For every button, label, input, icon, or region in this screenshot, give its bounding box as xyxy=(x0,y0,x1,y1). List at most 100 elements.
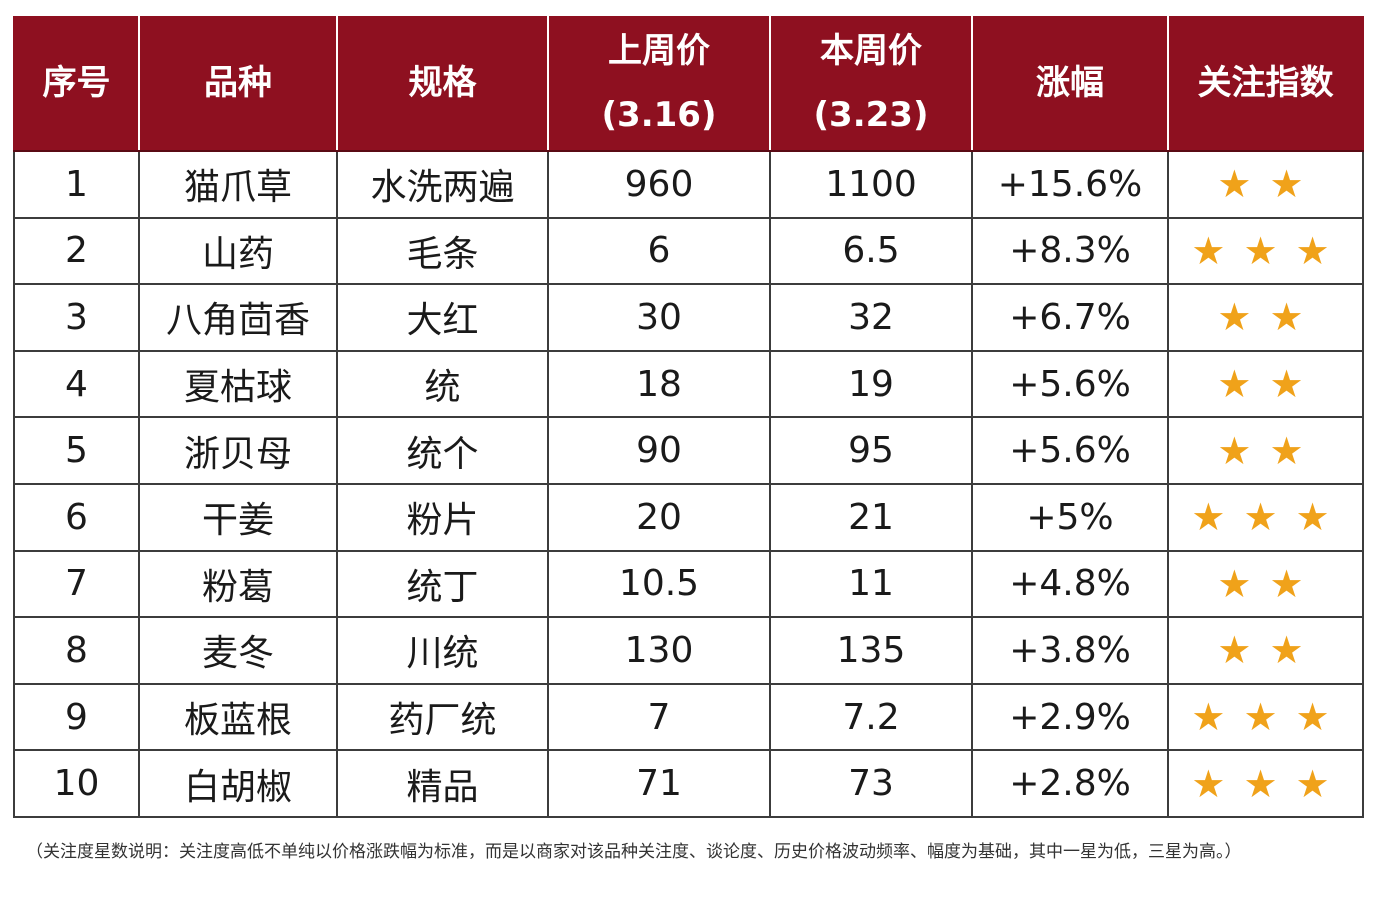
header-this-week-date: (3.23) xyxy=(813,95,929,135)
header-attention: 关注指数 xyxy=(1167,16,1364,152)
table-row: 2 山药 毛条 6 6.5 +8.3% ★ ★ ★ xyxy=(13,216,1364,286)
cell-this-week-price: 73 xyxy=(769,749,973,818)
star-icon: ★ xyxy=(1191,695,1236,740)
table-row: 3 八角茴香 大红 30 32 +6.7% ★ ★ xyxy=(13,283,1364,352)
header-spec: 规格 xyxy=(336,16,549,152)
table-row: 5 浙贝母 统个 90 95 +5.6% ★ ★ xyxy=(13,416,1364,485)
star-icon: ★ xyxy=(1191,228,1236,273)
cell-index: 7 xyxy=(13,549,140,619)
cell-last-week-price: 71 xyxy=(547,749,771,818)
star-icon: ★ xyxy=(1295,695,1340,740)
star-icon: ★ xyxy=(1217,295,1262,340)
cell-variety: 白胡椒 xyxy=(138,749,338,818)
cell-attention-stars: ★ ★ xyxy=(1167,283,1364,352)
star-icon: ★ xyxy=(1243,695,1288,740)
price-table: 序号 品种 规格 上周价 (3.16) 本周价 (3.23) 涨幅 关注指数 1… xyxy=(13,16,1364,818)
cell-change: +2.9% xyxy=(971,682,1169,752)
header-change-label: 涨幅 xyxy=(1036,63,1104,103)
table-row: 9 板蓝根 药厂统 7 7.2 +2.9% ★ ★ ★ xyxy=(13,682,1364,752)
table-row: 10 白胡椒 精品 71 73 +2.8% ★ ★ ★ xyxy=(13,749,1364,818)
star-icon: ★ xyxy=(1217,628,1262,673)
header-last-week-price: 上周价 (3.16) xyxy=(547,16,771,152)
table-row: 4 夏枯球统 18 19 +5.6% ★ ★ xyxy=(13,349,1364,419)
header-last-week-label: 上周价 xyxy=(608,31,710,71)
cell-variety: 麦冬 xyxy=(138,616,338,685)
cell-variety: 夏枯球 xyxy=(138,349,338,419)
star-icon: ★ xyxy=(1217,561,1262,606)
cell-change: +15.6% xyxy=(971,150,1169,219)
table-row: 6 干姜 粉片 20 21 +5% ★ ★ ★ xyxy=(13,482,1364,552)
cell-variety: 猫爪草 xyxy=(138,150,338,219)
star-icon: ★ xyxy=(1269,561,1314,606)
header-variety: 品种 xyxy=(138,16,338,152)
star-icon: ★ xyxy=(1191,495,1236,540)
header-index: 序号 xyxy=(13,16,140,152)
header-row: 序号 品种 规格 上周价 (3.16) 本周价 (3.23) 涨幅 关注指数 xyxy=(13,16,1364,152)
cell-index: 3 xyxy=(13,283,140,352)
header-this-week-label: 本周价 xyxy=(820,31,922,71)
cell-this-week-price: 11 xyxy=(769,549,973,619)
header-this-week-price: 本周价 (3.23) xyxy=(769,16,973,152)
cell-this-week-price: 32 xyxy=(769,283,973,352)
star-icon: ★ xyxy=(1295,495,1340,540)
cell-change: +4.8% xyxy=(971,549,1169,619)
cell-spec: 精品 xyxy=(336,749,549,818)
cell-last-week-price: 20 xyxy=(547,482,771,552)
cell-change: +5.6% xyxy=(971,349,1169,419)
header-index-label: 序号 xyxy=(42,63,111,103)
cell-spec: 药厂统 xyxy=(336,682,549,752)
cell-this-week-price: 95 xyxy=(769,416,973,485)
cell-last-week-price: 6 xyxy=(547,216,771,286)
cell-this-week-price: 21 xyxy=(769,482,973,552)
cell-attention-stars: ★ ★ xyxy=(1167,416,1364,485)
star-icon: ★ xyxy=(1191,761,1236,806)
star-icon: ★ xyxy=(1217,428,1262,473)
header-variety-label: 品种 xyxy=(204,63,272,103)
cell-attention-stars: ★ ★ ★ xyxy=(1167,749,1364,818)
cell-this-week-price: 6.5 xyxy=(769,216,973,286)
cell-last-week-price: 30 xyxy=(547,283,771,352)
cell-attention-stars: ★ ★ xyxy=(1167,349,1364,419)
cell-index: 5 xyxy=(13,416,140,485)
cell-last-week-price: 130 xyxy=(547,616,771,685)
cell-change: +3.8% xyxy=(971,616,1169,685)
table-body: 1 猫爪草 水洗两遍 960 1100 +15.6% ★ ★ 2 山药 毛条 6 6.5 +8.3% ★ ★ ★… xyxy=(13,150,1364,818)
cell-index: 8 xyxy=(13,616,140,685)
cell-attention-stars: ★ ★ ★ xyxy=(1167,682,1364,752)
header-attention-label: 关注指数 xyxy=(1197,63,1334,103)
cell-attention-stars: ★ ★ xyxy=(1167,549,1364,619)
cell-attention-stars: ★ ★ ★ xyxy=(1167,482,1364,552)
cell-this-week-price: 1100 xyxy=(769,150,973,219)
table-row: 1 猫爪草 水洗两遍 960 1100 +15.6% ★ ★ xyxy=(13,150,1364,219)
cell-attention-stars: ★ ★ xyxy=(1167,150,1364,219)
cell-change: +2.8% xyxy=(971,749,1169,818)
footnote: （关注度星数说明：关注度高低不单纯以价格涨跌幅为标准，而是以商家对该品种关注度、… xyxy=(26,842,1242,862)
cell-last-week-price: 18 xyxy=(547,349,771,419)
cell-variety: 粉葛 xyxy=(138,549,338,619)
star-icon: ★ xyxy=(1243,761,1288,806)
cell-spec: 水洗两遍 xyxy=(336,150,549,219)
cell-index: 4 xyxy=(13,349,140,419)
table-row: 8 麦冬 川统 130 135 +3.8% ★ ★ xyxy=(13,616,1364,685)
header-change: 涨幅 xyxy=(971,16,1169,152)
cell-change: +5% xyxy=(971,482,1169,552)
cell-variety: 八角茴香 xyxy=(138,283,338,352)
cell-last-week-price: 10.5 xyxy=(547,549,771,619)
cell-last-week-price: 7 xyxy=(547,682,771,752)
cell-index: 1 xyxy=(13,150,140,219)
cell-attention-stars: ★ ★ xyxy=(1167,616,1364,685)
cell-index: 10 xyxy=(13,749,140,818)
cell-spec: 统 xyxy=(336,349,549,419)
cell-index: 6 xyxy=(13,482,140,552)
star-icon: ★ xyxy=(1217,362,1262,407)
cell-attention-stars: ★ ★ ★ xyxy=(1167,216,1364,286)
cell-spec: 统丁 xyxy=(336,549,549,619)
star-icon: ★ xyxy=(1269,362,1314,407)
star-icon: ★ xyxy=(1269,428,1314,473)
header-spec-label: 规格 xyxy=(408,63,477,103)
cell-index: 9 xyxy=(13,682,140,752)
cell-spec: 统个 xyxy=(336,416,549,485)
cell-spec: 毛条 xyxy=(336,216,549,286)
header-last-week-date: (3.16) xyxy=(601,95,717,135)
star-icon: ★ xyxy=(1295,228,1340,273)
